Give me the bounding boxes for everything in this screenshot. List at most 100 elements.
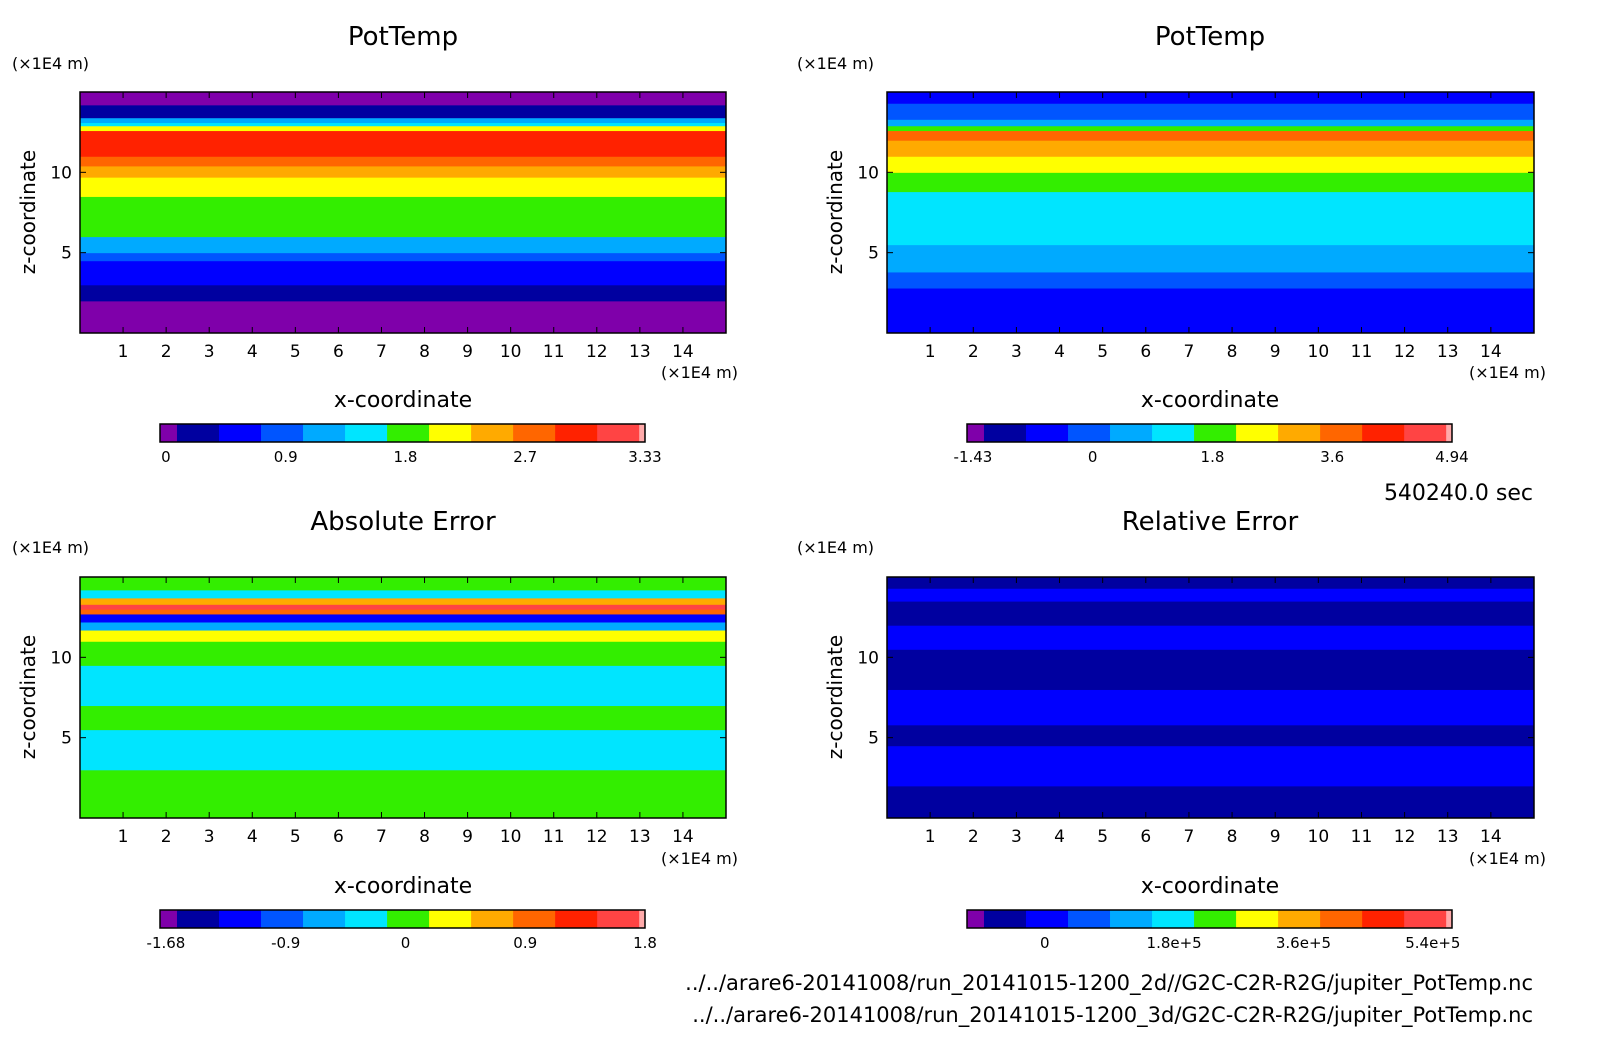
time-label: 540240.0 sec: [1384, 481, 1533, 506]
colorbar-swatch: [345, 910, 388, 928]
x-tick-label: 12: [1394, 827, 1416, 847]
x-tick-label: 1: [118, 827, 129, 847]
colorbar-swatch: [1236, 424, 1279, 442]
y-axis-label: z-coordinate: [823, 150, 847, 274]
contour-band-1: [887, 271, 1534, 289]
x-tick-label: 1: [925, 827, 936, 847]
panel-title: PotTemp: [1155, 22, 1265, 52]
colorbar-swatch: [1404, 910, 1447, 928]
colorbar-tick-label: -1.68: [147, 934, 186, 952]
x-tick-label: 1: [925, 342, 936, 362]
colorbar-swatch: [429, 910, 472, 928]
colorbar-swatch: [1362, 910, 1405, 928]
contour-band-6: [80, 177, 726, 197]
x-tick-label: 13: [1437, 827, 1459, 847]
colorbar-swatch: [1194, 910, 1237, 928]
contour-band-2: [887, 724, 1534, 747]
x-tick-label: 13: [629, 827, 651, 847]
contour-band-0: [887, 288, 1534, 334]
colorbar-swatch: [967, 424, 985, 442]
colorbar-swatch: [303, 910, 346, 928]
y-axis-label: z-coordinate: [16, 635, 40, 759]
contour-band-14: [80, 92, 726, 106]
file-path-2d: ../../arare6-20141008/run_20141015-1200_…: [685, 971, 1533, 996]
x-axis-label: x-coordinate: [1141, 874, 1279, 899]
contour-band-13: [80, 104, 726, 119]
contour-band-8: [80, 609, 726, 615]
colorbar-swatch: [387, 910, 430, 928]
y-unit-label: (×1E4 m): [797, 54, 874, 73]
colorbar-swatch: [1152, 910, 1195, 928]
x-tick-label: 3: [1011, 827, 1022, 847]
colorbar-swatch: [1446, 424, 1453, 442]
colorbar-tick-label: 1.8: [394, 448, 418, 466]
x-tick-label: 11: [543, 342, 565, 362]
x-tick-label: 2: [161, 342, 172, 362]
colorbar-tick-label: 0: [1088, 448, 1098, 466]
x-tick-label: 11: [1351, 342, 1373, 362]
x-unit-label: (×1E4 m): [1469, 363, 1546, 382]
x-tick-label: 8: [1227, 827, 1238, 847]
colorbar-tick-label: 5.4e+5: [1405, 934, 1460, 952]
contour-band-3: [80, 252, 726, 262]
colorbar-swatch: [160, 424, 178, 442]
colorbar-swatch: [429, 424, 472, 442]
x-tick-label: 4: [247, 342, 258, 362]
contour-band-5: [80, 630, 726, 642]
colorbar-frame: [159, 909, 646, 929]
x-tick-label: 4: [1054, 342, 1065, 362]
colorbar-tick-label: 3.6e+5: [1276, 934, 1331, 952]
colorbar-tick-label: 3.6: [1320, 448, 1344, 466]
colorbar-tick-label: 1.8: [1201, 448, 1225, 466]
plot-frame: [79, 576, 727, 819]
contour-band-6: [80, 621, 726, 631]
x-tick-label: 14: [672, 342, 694, 362]
x-tick-label: 4: [1054, 827, 1065, 847]
x-tick-label: 12: [1394, 342, 1416, 362]
contour-band-10: [80, 125, 726, 132]
panel-title: PotTemp: [348, 22, 458, 52]
colorbar-swatch: [1320, 424, 1363, 442]
colorbar-swatch: [967, 910, 985, 928]
x-tick-label: 3: [204, 342, 215, 362]
colorbar-swatch: [1236, 910, 1279, 928]
colorbar-frame: [159, 423, 646, 443]
contour-band-4: [80, 641, 726, 666]
colorbar-swatch: [1194, 424, 1237, 442]
colorbar-tick-label: 1.8e+5: [1147, 934, 1202, 952]
contour-band-7: [887, 588, 1534, 602]
colorbar-tick-label: -0.9: [271, 934, 300, 952]
colorbar-swatch: [983, 910, 1027, 928]
contour-band-9: [887, 119, 1534, 127]
x-unit-label: (×1E4 m): [1469, 849, 1546, 868]
x-tick-label: 9: [1270, 342, 1281, 362]
colorbar-swatch: [1110, 910, 1153, 928]
x-tick-label: 7: [376, 342, 387, 362]
colorbar-swatch: [471, 910, 514, 928]
y-tick-label: 5: [61, 244, 72, 264]
x-tick-label: 3: [1011, 342, 1022, 362]
x-tick-label: 11: [1351, 827, 1373, 847]
contour-band-11: [80, 589, 726, 599]
x-tick-label: 10: [1308, 827, 1330, 847]
colorbar-swatch: [345, 424, 388, 442]
x-tick-label: 8: [419, 342, 430, 362]
y-tick-label: 10: [857, 163, 879, 183]
colorbar-swatch: [261, 910, 304, 928]
colorbar-swatch: [176, 910, 220, 928]
colorbar-tick-label: 2.7: [513, 448, 537, 466]
contour-band-12: [80, 577, 726, 591]
panel-absolute-error: Absolute Error (×1E4 m) 1 2 3 4 5 6 7 8 9 10 11 12 1…: [12, 507, 738, 952]
y-unit-label: (×1E4 m): [12, 538, 89, 557]
x-tick-label: 12: [586, 342, 608, 362]
contour-band-3: [887, 191, 1534, 246]
x-tick-label: 14: [1480, 827, 1502, 847]
x-tick-label: 8: [1227, 342, 1238, 362]
colorbar-swatch: [218, 424, 262, 442]
colorbar-swatch: [160, 910, 178, 928]
y-axis-label: z-coordinate: [16, 150, 40, 274]
x-tick-label: 2: [968, 827, 979, 847]
contour-band-0: [887, 785, 1534, 819]
x-tick-label: 10: [500, 827, 522, 847]
